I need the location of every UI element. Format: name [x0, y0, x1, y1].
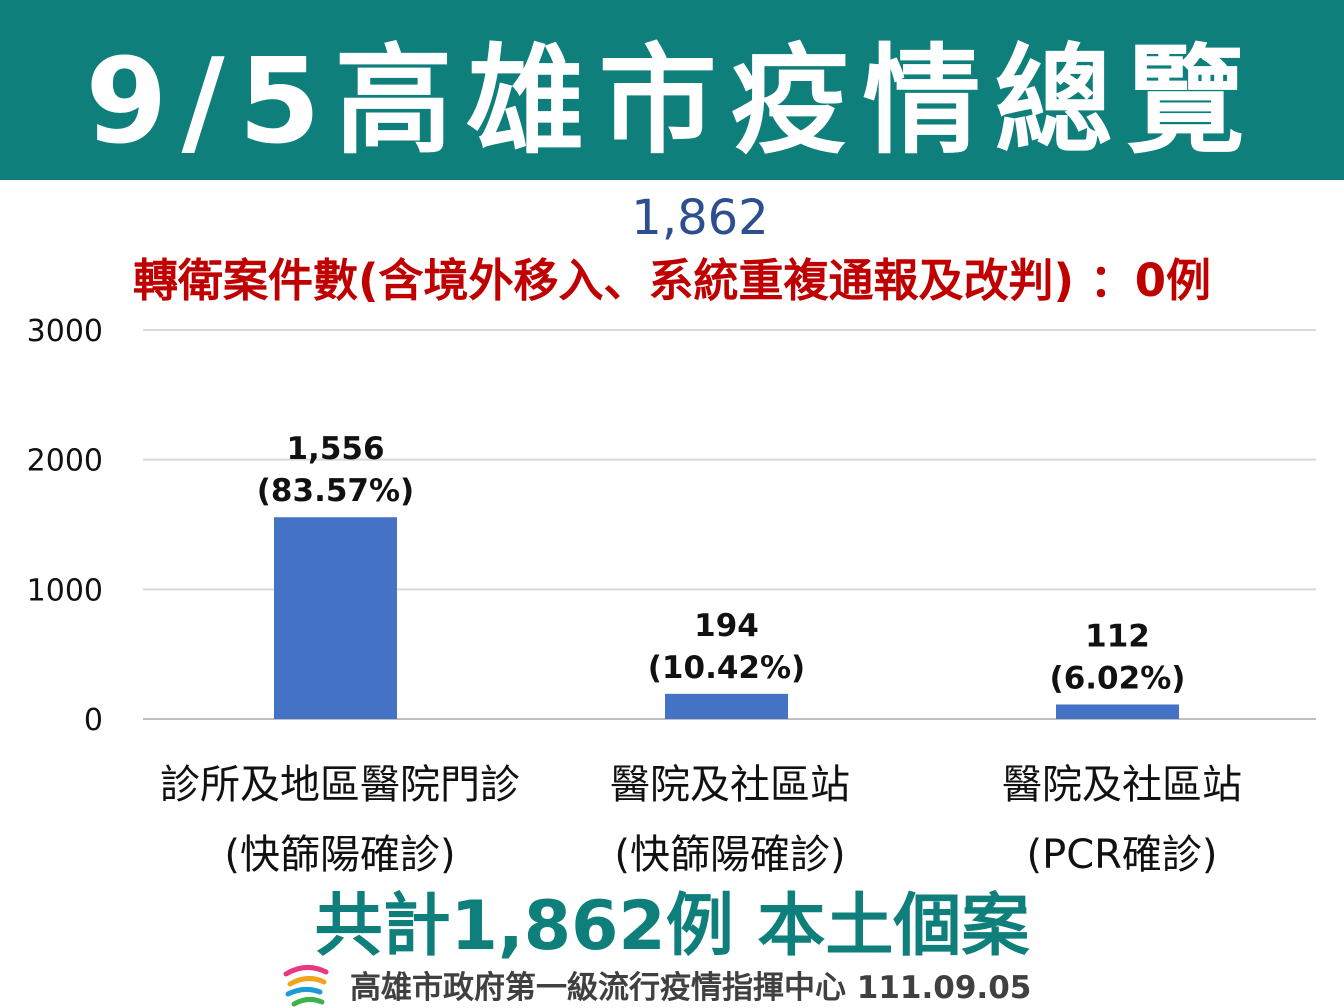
bar-chart: 0 1000 2000 3000 1,556 (83.57%) 194 (10.42%) 112…: [27, 314, 1316, 738]
footer-text: 高雄市政府第一級流行疫情指揮中心 111.09.05: [350, 969, 1032, 1006]
x-category-label-2-line1: 醫院及社區站: [1002, 762, 1242, 808]
x-category-label-1: 醫院及社區站 (快篩陽確診): [520, 750, 940, 890]
x-category-label-1-line1: 醫院及社區站: [610, 762, 850, 808]
y-tick-label-3000: 3000: [27, 314, 103, 349]
x-category-label-2-line2: (PCR確診): [1026, 832, 1218, 878]
total-count: 1,862: [631, 190, 769, 246]
x-category-label-0-line2: (快篩陽確診): [224, 832, 456, 878]
bar-2: [1056, 704, 1179, 719]
kaohsiung-logo-icon: [283, 965, 329, 1007]
y-tick-label-2000: 2000: [27, 444, 103, 479]
y-tick-label-1000: 1000: [27, 573, 103, 608]
page-title: 9/5高雄市疫情總覽: [85, 31, 1259, 170]
x-category-label-0-line1: 診所及地區醫院門診: [160, 762, 520, 808]
data-label-percent-0: (83.57%): [257, 473, 414, 509]
y-tick-label-0: 0: [84, 703, 103, 738]
summary-total: 共計1,862例 本土個案: [314, 887, 1030, 966]
bar-0: [274, 517, 397, 719]
data-label-value-0: 1,556: [286, 431, 384, 467]
title-banner: 9/5高雄市疫情總覽: [0, 0, 1344, 180]
transfer-cases-note: 轉衛案件數(含境外移入、系統重複通報及改判) ：0例: [132, 254, 1212, 307]
data-label-percent-1: (10.42%): [648, 650, 805, 686]
data-label-percent-2: (6.02%): [1050, 660, 1186, 696]
data-label-value-1: 194: [694, 608, 759, 644]
bar-1: [665, 693, 788, 719]
x-category-label-2: 醫院及社區站 (PCR確診): [912, 750, 1332, 890]
x-category-label-1-line2: (快篩陽確診): [614, 832, 846, 878]
footer: 高雄市政府第一級流行疫情指揮中心 111.09.05: [280, 960, 1031, 1008]
data-label-value-2: 112: [1085, 618, 1150, 654]
x-category-label-0: 診所及地區醫院門診 (快篩陽確診): [130, 750, 550, 890]
